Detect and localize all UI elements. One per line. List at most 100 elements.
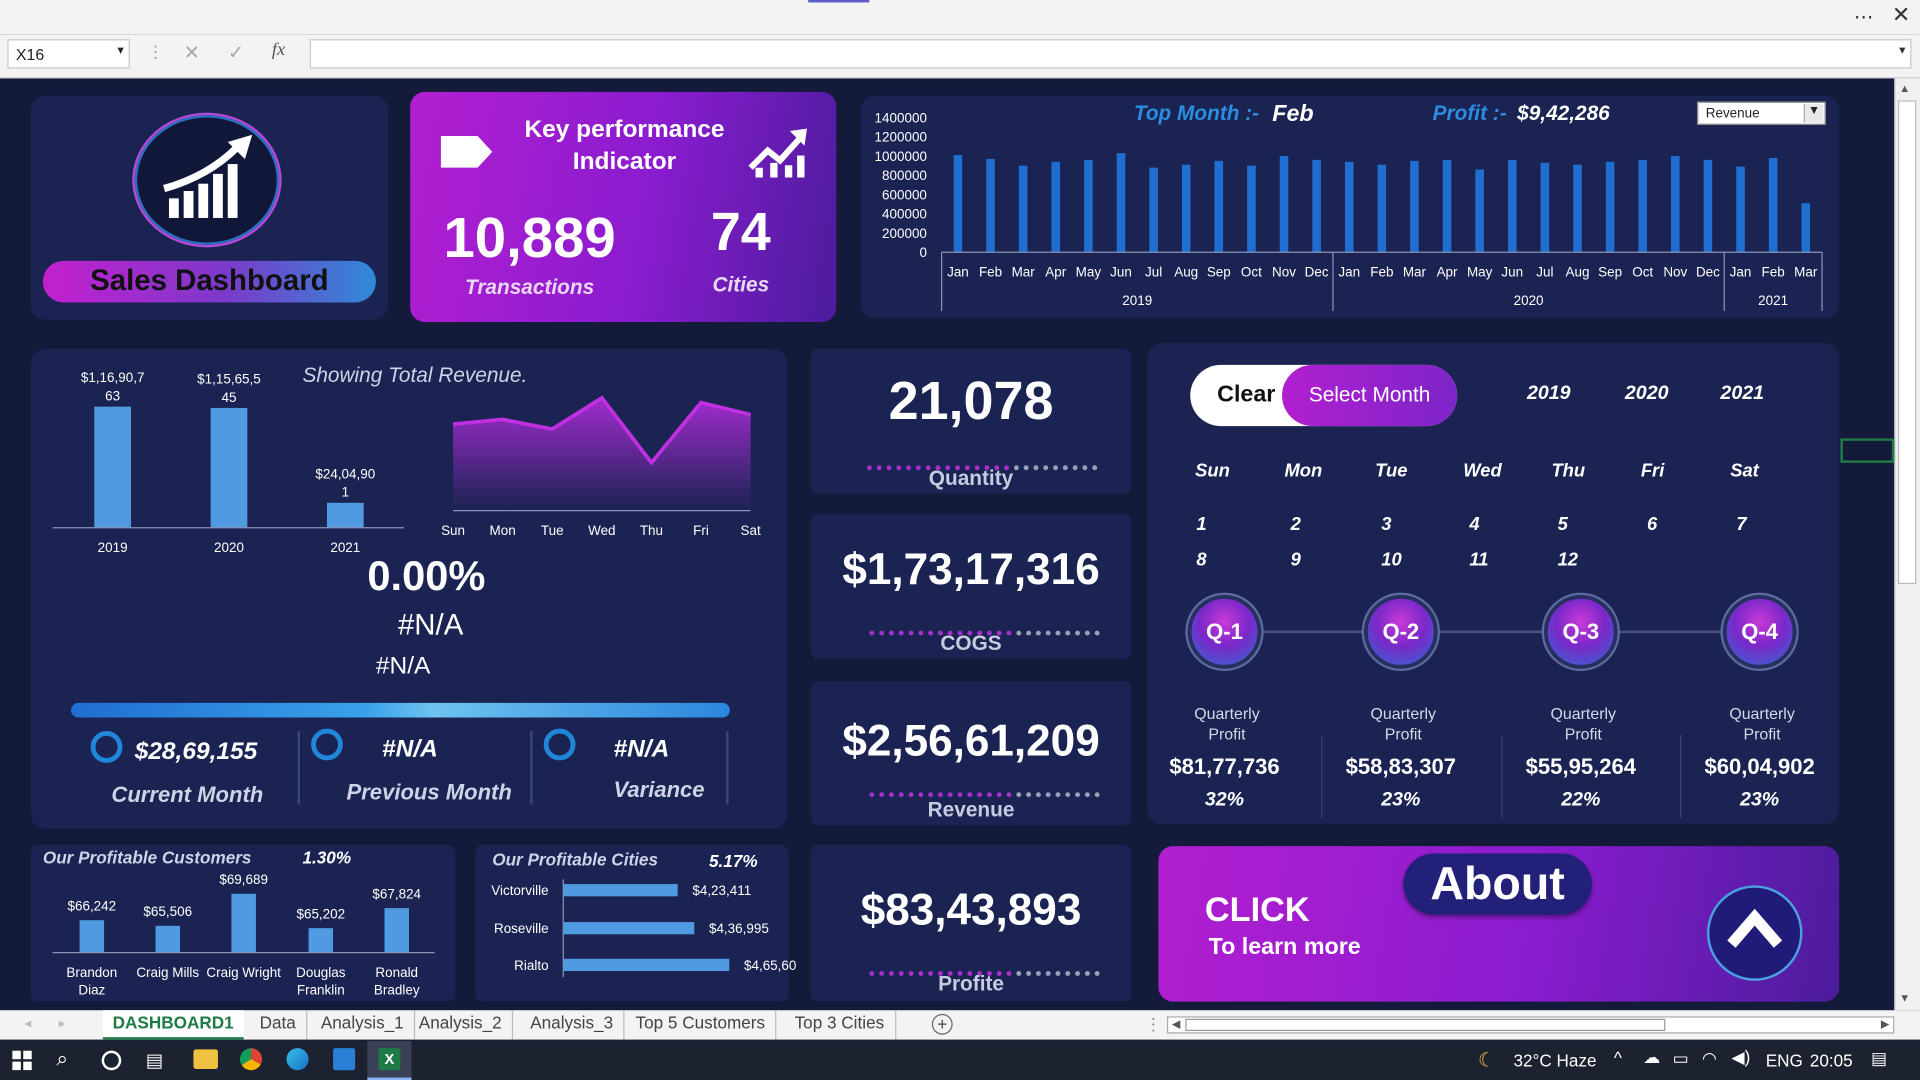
weekday-tick-label: Sun <box>441 523 465 538</box>
weekday-tue: Tue <box>1375 460 1407 481</box>
trend-up-icon <box>748 126 809 184</box>
day-2[interactable]: 2 <box>1291 514 1301 535</box>
selected-cell[interactable] <box>1840 438 1894 462</box>
search-icon[interactable]: ⌕ <box>56 1047 68 1071</box>
quarter-caption-line: Quarterly <box>1340 703 1467 724</box>
day-9[interactable]: 9 <box>1291 550 1301 571</box>
hscroll-thumb[interactable] <box>1185 1019 1665 1031</box>
customer-value-label: $65,506 <box>143 904 192 919</box>
select-month-button[interactable]: Select Month <box>1282 365 1457 426</box>
month-tick-label: May <box>1076 265 1102 280</box>
month-tick-label: Feb <box>1762 265 1785 280</box>
hscroll-left-icon[interactable]: ◀ <box>1172 1018 1180 1031</box>
tag-icon <box>441 136 492 174</box>
timeline-line <box>1228 631 1767 633</box>
edge-icon[interactable] <box>287 1048 309 1070</box>
chevron-down-icon[interactable]: ▾ <box>118 44 124 57</box>
clear-button[interactable]: Clear <box>1217 382 1275 409</box>
scroll-left-icon[interactable]: ◂ <box>24 1015 31 1031</box>
photos-icon[interactable] <box>333 1048 355 1070</box>
year-filter-2021[interactable]: 2021 <box>1720 383 1764 405</box>
scroll-right-icon[interactable]: ▸ <box>59 1015 66 1031</box>
windows-start-icon[interactable] <box>12 1051 32 1074</box>
battery-icon[interactable]: ▭ <box>1673 1048 1689 1069</box>
cortana-icon[interactable] <box>102 1051 122 1071</box>
scroll-down-icon[interactable]: ▼ <box>1899 992 1910 1004</box>
year-filter-2019[interactable]: 2019 <box>1527 383 1571 405</box>
file-explorer-icon[interactable] <box>193 1049 217 1069</box>
monthly-bar-chart: 1400000120000010000008000006000004000002… <box>861 96 1839 319</box>
quarter-profit-value: $60,04,902 <box>1686 754 1833 780</box>
quarter-2-button[interactable]: Q-2 <box>1364 595 1437 668</box>
dot <box>918 792 923 797</box>
customer-bar <box>231 894 255 953</box>
task-view-icon[interactable]: ▤ <box>146 1049 163 1071</box>
sheet-tab-dashboard1[interactable]: DASHBOARD1 <box>103 1010 244 1039</box>
language-indicator[interactable]: ENG <box>1766 1051 1803 1071</box>
vertical-scrollbar[interactable]: ▲ ▼ <box>1894 78 1920 1010</box>
sheet-tab-analysis_3[interactable]: Analysis_3 <box>520 1010 624 1039</box>
day-3[interactable]: 3 <box>1381 514 1391 535</box>
add-sheet-icon[interactable]: + <box>932 1014 953 1035</box>
excel-taskbar-item[interactable]: X <box>367 1041 411 1080</box>
scroll-up-icon[interactable]: ▲ <box>1899 82 1910 94</box>
sheet-tabs-bar: ◂ ▸ + ⋮ ◀ ▶ DASHBOARD1 Data Analysis_1 Anal… <box>0 1010 1920 1039</box>
y-tick-label: 1000000 <box>875 149 927 164</box>
close-icon[interactable]: ✕ <box>1892 2 1910 28</box>
weather-icon[interactable]: ☾ <box>1478 1048 1496 1072</box>
wifi-icon[interactable]: ◠ <box>1702 1048 1717 1069</box>
day-11[interactable]: 11 <box>1469 550 1488 571</box>
quarter-caption: Quarterly Profit <box>1340 703 1467 745</box>
clock[interactable]: 20:05 <box>1810 1051 1853 1071</box>
about-button[interactable]: About <box>1403 853 1592 914</box>
horizontal-scrollbar[interactable]: ◀ ▶ <box>1167 1016 1894 1033</box>
day-4[interactable]: 4 <box>1469 514 1479 535</box>
profit-card-label: Profite <box>811 972 1132 996</box>
sheet-tab-data[interactable]: Data <box>250 1010 307 1039</box>
chrome-icon[interactable] <box>240 1048 262 1070</box>
splitter-icon[interactable]: ⋮ <box>1145 1014 1162 1035</box>
month-bar <box>1215 161 1224 252</box>
sheet-tab-top-3-cities[interactable]: Top 3 Cities <box>784 1010 897 1039</box>
month-tick-label: Nov <box>1663 265 1687 280</box>
dot <box>1075 792 1080 797</box>
sheet-tab-analysis_1[interactable]: Analysis_1 <box>311 1010 415 1039</box>
day-8[interactable]: 8 <box>1196 550 1206 571</box>
quarter-1-button[interactable]: Q-1 <box>1188 595 1261 668</box>
volume-icon[interactable]: ◀) <box>1731 1047 1750 1068</box>
cancel-icon[interactable]: ✕ <box>184 40 200 64</box>
hscroll-right-icon[interactable]: ▶ <box>1881 1018 1889 1031</box>
sheet-tab-analysis_2[interactable]: Analysis_2 <box>409 1010 513 1039</box>
sheet-tab-top-5-customers[interactable]: Top 5 Customers <box>626 1010 776 1039</box>
day-12[interactable]: 12 <box>1558 550 1578 571</box>
day-6[interactable]: 6 <box>1647 514 1657 535</box>
weekday-mon: Mon <box>1285 460 1323 481</box>
more-options-icon[interactable]: ⋯ <box>1854 5 1874 29</box>
day-10[interactable]: 10 <box>1381 550 1401 571</box>
previous-month-label: Previous Month <box>347 780 512 806</box>
weather-text[interactable]: 32°C Haze <box>1513 1051 1596 1071</box>
drag-handle-icon[interactable]: ⋮ <box>147 42 164 63</box>
up-arrow-icon[interactable] <box>1707 885 1803 981</box>
year-bar-label: $24,04,90 1 <box>315 466 375 499</box>
function-icon[interactable]: fx <box>272 40 285 61</box>
cloud-icon[interactable]: ☁ <box>1643 1047 1660 1068</box>
quarter-4-button[interactable]: Q-4 <box>1723 595 1796 668</box>
about-panel[interactable]: CLICK To learn more About <box>1158 846 1839 1002</box>
day-7[interactable]: 7 <box>1736 514 1746 535</box>
scroll-thumb[interactable] <box>1898 100 1916 584</box>
month-bar <box>1149 168 1158 253</box>
day-5[interactable]: 5 <box>1558 514 1568 535</box>
notifications-icon[interactable]: ▤ <box>1871 1048 1887 1069</box>
dot <box>909 792 914 797</box>
day-1[interactable]: 1 <box>1196 514 1206 535</box>
formula-input[interactable]: ▾ <box>310 39 1912 68</box>
quarter-3-button[interactable]: Q-3 <box>1544 595 1617 668</box>
confirm-icon[interactable]: ✓ <box>228 40 244 64</box>
month-tick-label: Jun <box>1110 265 1132 280</box>
chevron-up-icon[interactable]: ^ <box>1614 1048 1622 1068</box>
quarter-caption-line: Profit <box>1698 724 1825 745</box>
name-box[interactable]: X16 ▾ <box>7 39 129 68</box>
year-filter-2020[interactable]: 2020 <box>1625 383 1669 405</box>
expand-formula-icon[interactable]: ▾ <box>1899 44 1905 57</box>
